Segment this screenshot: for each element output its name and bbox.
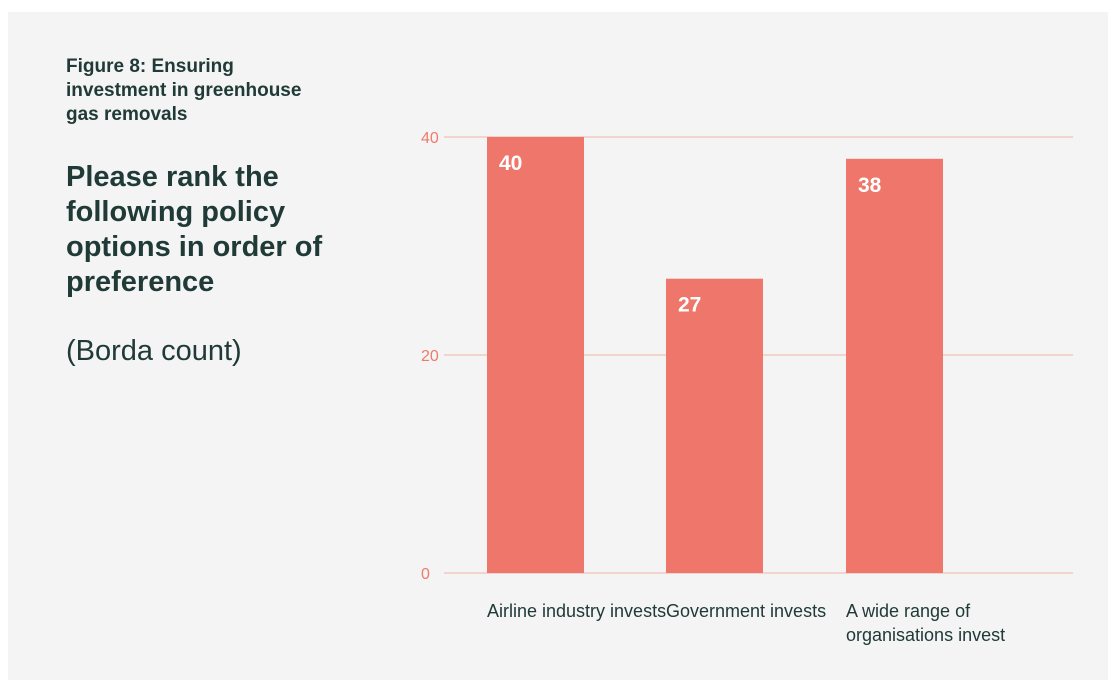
bar-chart: 0 20 40 40 27 38 bbox=[421, 130, 1073, 583]
category-label-2: A wide range of organisations invest bbox=[846, 601, 1006, 645]
bar-2 bbox=[846, 158, 943, 574]
y-tick-label-40: 40 bbox=[421, 130, 439, 147]
subnote-text: (Borda count) bbox=[66, 335, 242, 367]
question-text: Please rank the following policy options… bbox=[66, 161, 323, 298]
bar-value-label-0: 40 bbox=[499, 152, 522, 175]
figure-label: Figure 8: Ensuring investment in greenho… bbox=[66, 56, 302, 125]
category-label-0: Airline industry invests bbox=[487, 601, 667, 621]
y-tick-label-20: 20 bbox=[421, 348, 439, 365]
y-tick-label-0: 0 bbox=[421, 566, 430, 583]
figure-panel: Figure 8: Ensuring investment in greenho… bbox=[8, 12, 1108, 680]
bar-value-label-1: 27 bbox=[678, 294, 701, 317]
category-label-1: Government invests bbox=[666, 601, 827, 621]
bar-0 bbox=[487, 137, 584, 573]
bar-1 bbox=[666, 278, 763, 573]
bar-value-label-2: 38 bbox=[858, 174, 882, 197]
